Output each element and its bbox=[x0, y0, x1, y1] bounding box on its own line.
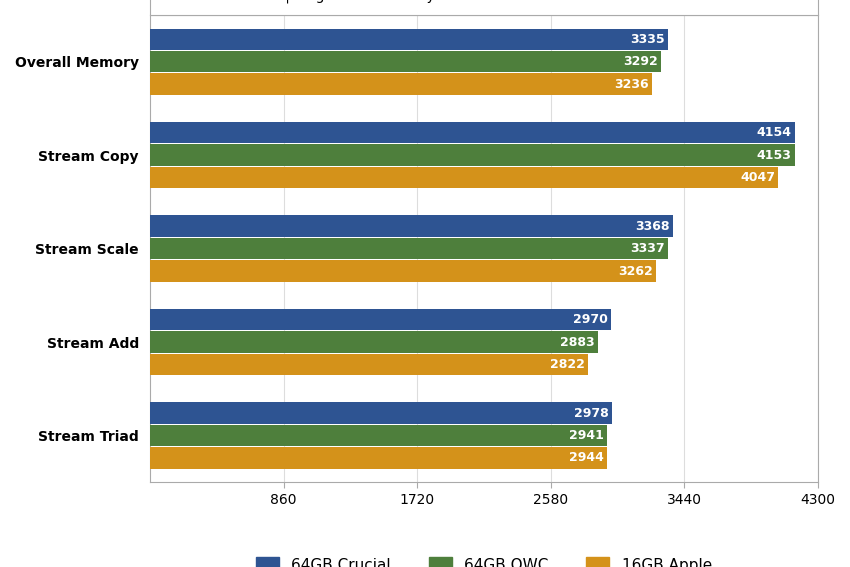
Text: 3262: 3262 bbox=[619, 265, 654, 277]
Text: 3337: 3337 bbox=[631, 242, 665, 255]
Text: 4153: 4153 bbox=[756, 149, 791, 162]
Bar bbox=[150, 122, 795, 143]
Bar bbox=[150, 51, 661, 73]
Text: 2970: 2970 bbox=[573, 313, 608, 326]
Bar bbox=[150, 403, 612, 424]
Bar bbox=[150, 145, 795, 166]
Text: 4154: 4154 bbox=[756, 126, 791, 139]
Text: 2978: 2978 bbox=[575, 407, 609, 420]
Text: 3292: 3292 bbox=[623, 55, 658, 68]
Bar bbox=[150, 73, 652, 95]
Bar bbox=[150, 354, 588, 375]
Text: 2944: 2944 bbox=[569, 451, 604, 464]
Text: 4047: 4047 bbox=[740, 171, 775, 184]
Bar bbox=[150, 309, 611, 331]
Text: 2883: 2883 bbox=[560, 336, 594, 349]
Bar bbox=[150, 167, 779, 188]
Bar bbox=[150, 215, 673, 237]
Bar bbox=[150, 28, 668, 50]
Bar bbox=[150, 238, 668, 259]
Bar bbox=[150, 260, 656, 282]
Text: 3236: 3236 bbox=[615, 78, 649, 91]
Text: 3335: 3335 bbox=[630, 33, 665, 46]
Bar bbox=[150, 425, 607, 446]
Text: 2941: 2941 bbox=[569, 429, 603, 442]
Bar bbox=[150, 331, 598, 353]
Legend: 64GB Crucial, 64GB OWC, 16GB Apple: 64GB Crucial, 64GB OWC, 16GB Apple bbox=[250, 551, 718, 567]
Text: 3368: 3368 bbox=[635, 219, 670, 232]
Text: 2822: 2822 bbox=[550, 358, 585, 371]
Bar bbox=[150, 447, 607, 469]
Text: Geekbench 3.1.3 | Single-Core Memory Test: Geekbench 3.1.3 | Single-Core Memory Tes… bbox=[163, 0, 467, 3]
